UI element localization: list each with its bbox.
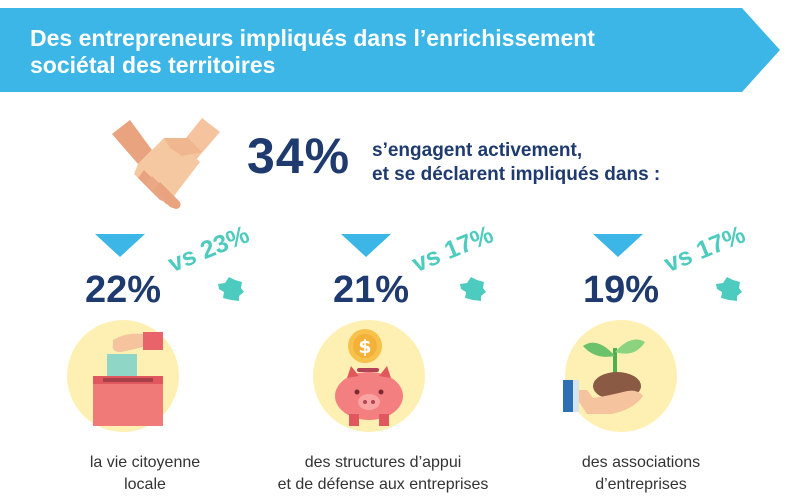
down-arrow-icon [593, 234, 643, 257]
svg-text:$: $ [358, 336, 371, 358]
stat-label-line-2: d’entreprises [595, 476, 687, 493]
title-banner: Des entrepreneurs impliqués dans l’enric… [0, 8, 780, 92]
headline-percent: 34% [247, 128, 351, 184]
stat-percent: 19% [583, 269, 660, 311]
handshake-icon [108, 112, 224, 212]
piggy-bank-icon: $ [335, 329, 403, 426]
banner-title-line-2: sociétal des territoires [30, 52, 276, 78]
stat-label-line-1: la vie citoyenne [89, 454, 201, 471]
plant-in-hand-icon [563, 339, 645, 414]
stat-label: des structures d’appui et de défense aux… [253, 452, 513, 496]
stat-label: la vie citoyenne locale [15, 452, 275, 496]
stat-percent: 22% [85, 269, 162, 311]
headline-text-line-2: et se déclarent impliqués dans : [372, 164, 661, 185]
france-map-icon [716, 277, 742, 301]
france-map-icon [218, 277, 244, 301]
ballot-box-icon [93, 332, 163, 426]
down-arrow-icon [95, 234, 145, 257]
stat-citizen-life: 22% vs 23% la vie citoyenne locale [67, 220, 335, 502]
banner-title: Des entrepreneurs impliqués dans l’enric… [30, 25, 595, 79]
stat-label: des associations d’entreprises [511, 452, 771, 496]
stat-comparison: vs 17% [660, 220, 750, 279]
stat-label-line-2: locale [124, 476, 166, 493]
stat-business-associations: 19% vs 17% des associations d’entreprise… [563, 220, 805, 502]
stat-label-line-1: des structures d’appui [304, 454, 462, 471]
stat-percent: 21% [333, 269, 410, 311]
france-map-icon [460, 277, 486, 301]
banner-arrow-shape [0, 8, 780, 92]
banner-title-line-1: Des entrepreneurs impliqués dans l’enric… [30, 25, 595, 51]
stat-comparison: vs 23% [164, 220, 254, 279]
stat-label-line-1: des associations [581, 454, 701, 471]
stat-label-line-2: et de défense aux entreprises [277, 476, 489, 493]
headline-text-line-1: s’engagent activement, [372, 140, 583, 161]
headline-text: s’engagent activement, et se déclarent i… [372, 139, 660, 187]
down-arrow-icon [341, 234, 391, 257]
stat-comparison: vs 17% [408, 220, 498, 279]
stat-support-structures: 21% vs 17% $ des structures d’appui et d… [278, 220, 583, 502]
